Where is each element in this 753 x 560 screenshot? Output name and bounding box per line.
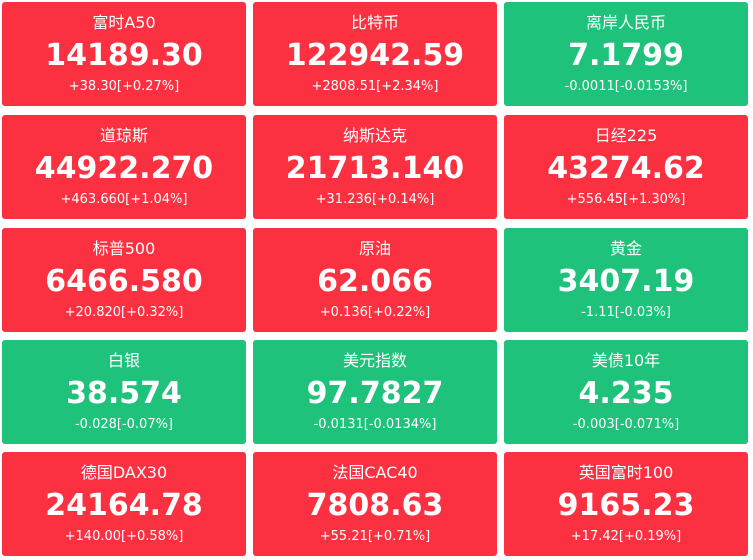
tile-price: 7808.63 xyxy=(306,488,444,523)
tile-name: 纳斯达克 xyxy=(342,126,407,145)
tile-price: 43274.62 xyxy=(547,151,705,186)
market-tile[interactable]: 道琼斯 44922.270 +463.660[+1.04%] xyxy=(2,115,246,219)
tile-price: 62.066 xyxy=(317,264,433,299)
tile-name: 比特币 xyxy=(350,13,399,32)
tile-change: +38.30[+0.27%] xyxy=(68,79,180,94)
tile-price: 6466.580 xyxy=(45,264,203,299)
market-tile[interactable]: 美债10年 4.235 -0.003[-0.071%] xyxy=(504,340,748,444)
tile-change: +20.820[+0.32%] xyxy=(64,305,184,320)
tile-change: +55.21[+0.71%] xyxy=(319,529,431,544)
tile-price: 7.1799 xyxy=(568,38,684,73)
market-tile[interactable]: 纳斯达克 21713.140 +31.236[+0.14%] xyxy=(253,115,497,219)
tile-change: -1.11[-0.03%] xyxy=(581,305,671,320)
tile-change: +31.236[+0.14%] xyxy=(315,192,435,207)
tile-name: 德国DAX30 xyxy=(80,463,168,482)
tile-change: +2808.51[+2.34%] xyxy=(311,79,439,94)
market-tile[interactable]: 德国DAX30 24164.78 +140.00[+0.58%] xyxy=(2,452,246,556)
market-tile[interactable]: 富时A50 14189.30 +38.30[+0.27%] xyxy=(2,2,246,106)
market-tile[interactable]: 美元指数 97.7827 -0.0131[-0.0134%] xyxy=(253,340,497,444)
tile-name: 原油 xyxy=(358,239,391,258)
tile-change: +0.136[+0.22%] xyxy=(319,305,431,320)
tile-name: 标普500 xyxy=(92,239,156,258)
tile-name: 富时A50 xyxy=(92,13,156,32)
tile-price: 44922.270 xyxy=(34,151,214,186)
market-tile[interactable]: 英国富时100 9165.23 +17.42[+0.19%] xyxy=(504,452,748,556)
market-tile[interactable]: 离岸人民币 7.1799 -0.0011[-0.0153%] xyxy=(504,2,748,106)
tile-price: 24164.78 xyxy=(45,488,203,523)
tile-price: 14189.30 xyxy=(45,38,203,73)
tile-price: 122942.59 xyxy=(285,38,465,73)
market-tile[interactable]: 日经225 43274.62 +556.45[+1.30%] xyxy=(504,115,748,219)
tile-price: 97.7827 xyxy=(306,376,444,411)
tile-price: 21713.140 xyxy=(285,151,465,186)
market-tile[interactable]: 黄金 3407.19 -1.11[-0.03%] xyxy=(504,228,748,332)
tile-change: +463.660[+1.04%] xyxy=(60,192,188,207)
tile-change: +17.42[+0.19%] xyxy=(570,529,682,544)
tile-name: 法国CAC40 xyxy=(332,463,418,482)
market-tile[interactable]: 比特币 122942.59 +2808.51[+2.34%] xyxy=(253,2,497,106)
tile-price: 9165.23 xyxy=(557,488,695,523)
tile-change: -0.028[-0.07%] xyxy=(74,417,174,432)
tile-name: 黄金 xyxy=(609,239,642,258)
tile-price: 3407.19 xyxy=(557,264,695,299)
market-tile[interactable]: 原油 62.066 +0.136[+0.22%] xyxy=(253,228,497,332)
market-tile[interactable]: 标普500 6466.580 +20.820[+0.32%] xyxy=(2,228,246,332)
tile-name: 道琼斯 xyxy=(99,126,148,145)
tile-change: -0.003[-0.071%] xyxy=(572,417,680,432)
tile-name: 美债10年 xyxy=(591,351,661,370)
tile-name: 日经225 xyxy=(594,126,658,145)
tile-change: +556.45[+1.30%] xyxy=(566,192,686,207)
market-tile[interactable]: 法国CAC40 7808.63 +55.21[+0.71%] xyxy=(253,452,497,556)
tile-name: 美元指数 xyxy=(342,351,407,370)
market-tile[interactable]: 白银 38.574 -0.028[-0.07%] xyxy=(2,340,246,444)
tile-change: -0.0011[-0.0153%] xyxy=(564,79,688,94)
tile-price: 4.235 xyxy=(578,376,674,411)
tile-name: 白银 xyxy=(107,351,140,370)
tile-name: 英国富时100 xyxy=(578,463,674,482)
tile-price: 38.574 xyxy=(66,376,182,411)
tile-change: +140.00[+0.58%] xyxy=(64,529,184,544)
tile-change: -0.0131[-0.0134%] xyxy=(313,417,437,432)
tile-name: 离岸人民币 xyxy=(585,13,666,32)
